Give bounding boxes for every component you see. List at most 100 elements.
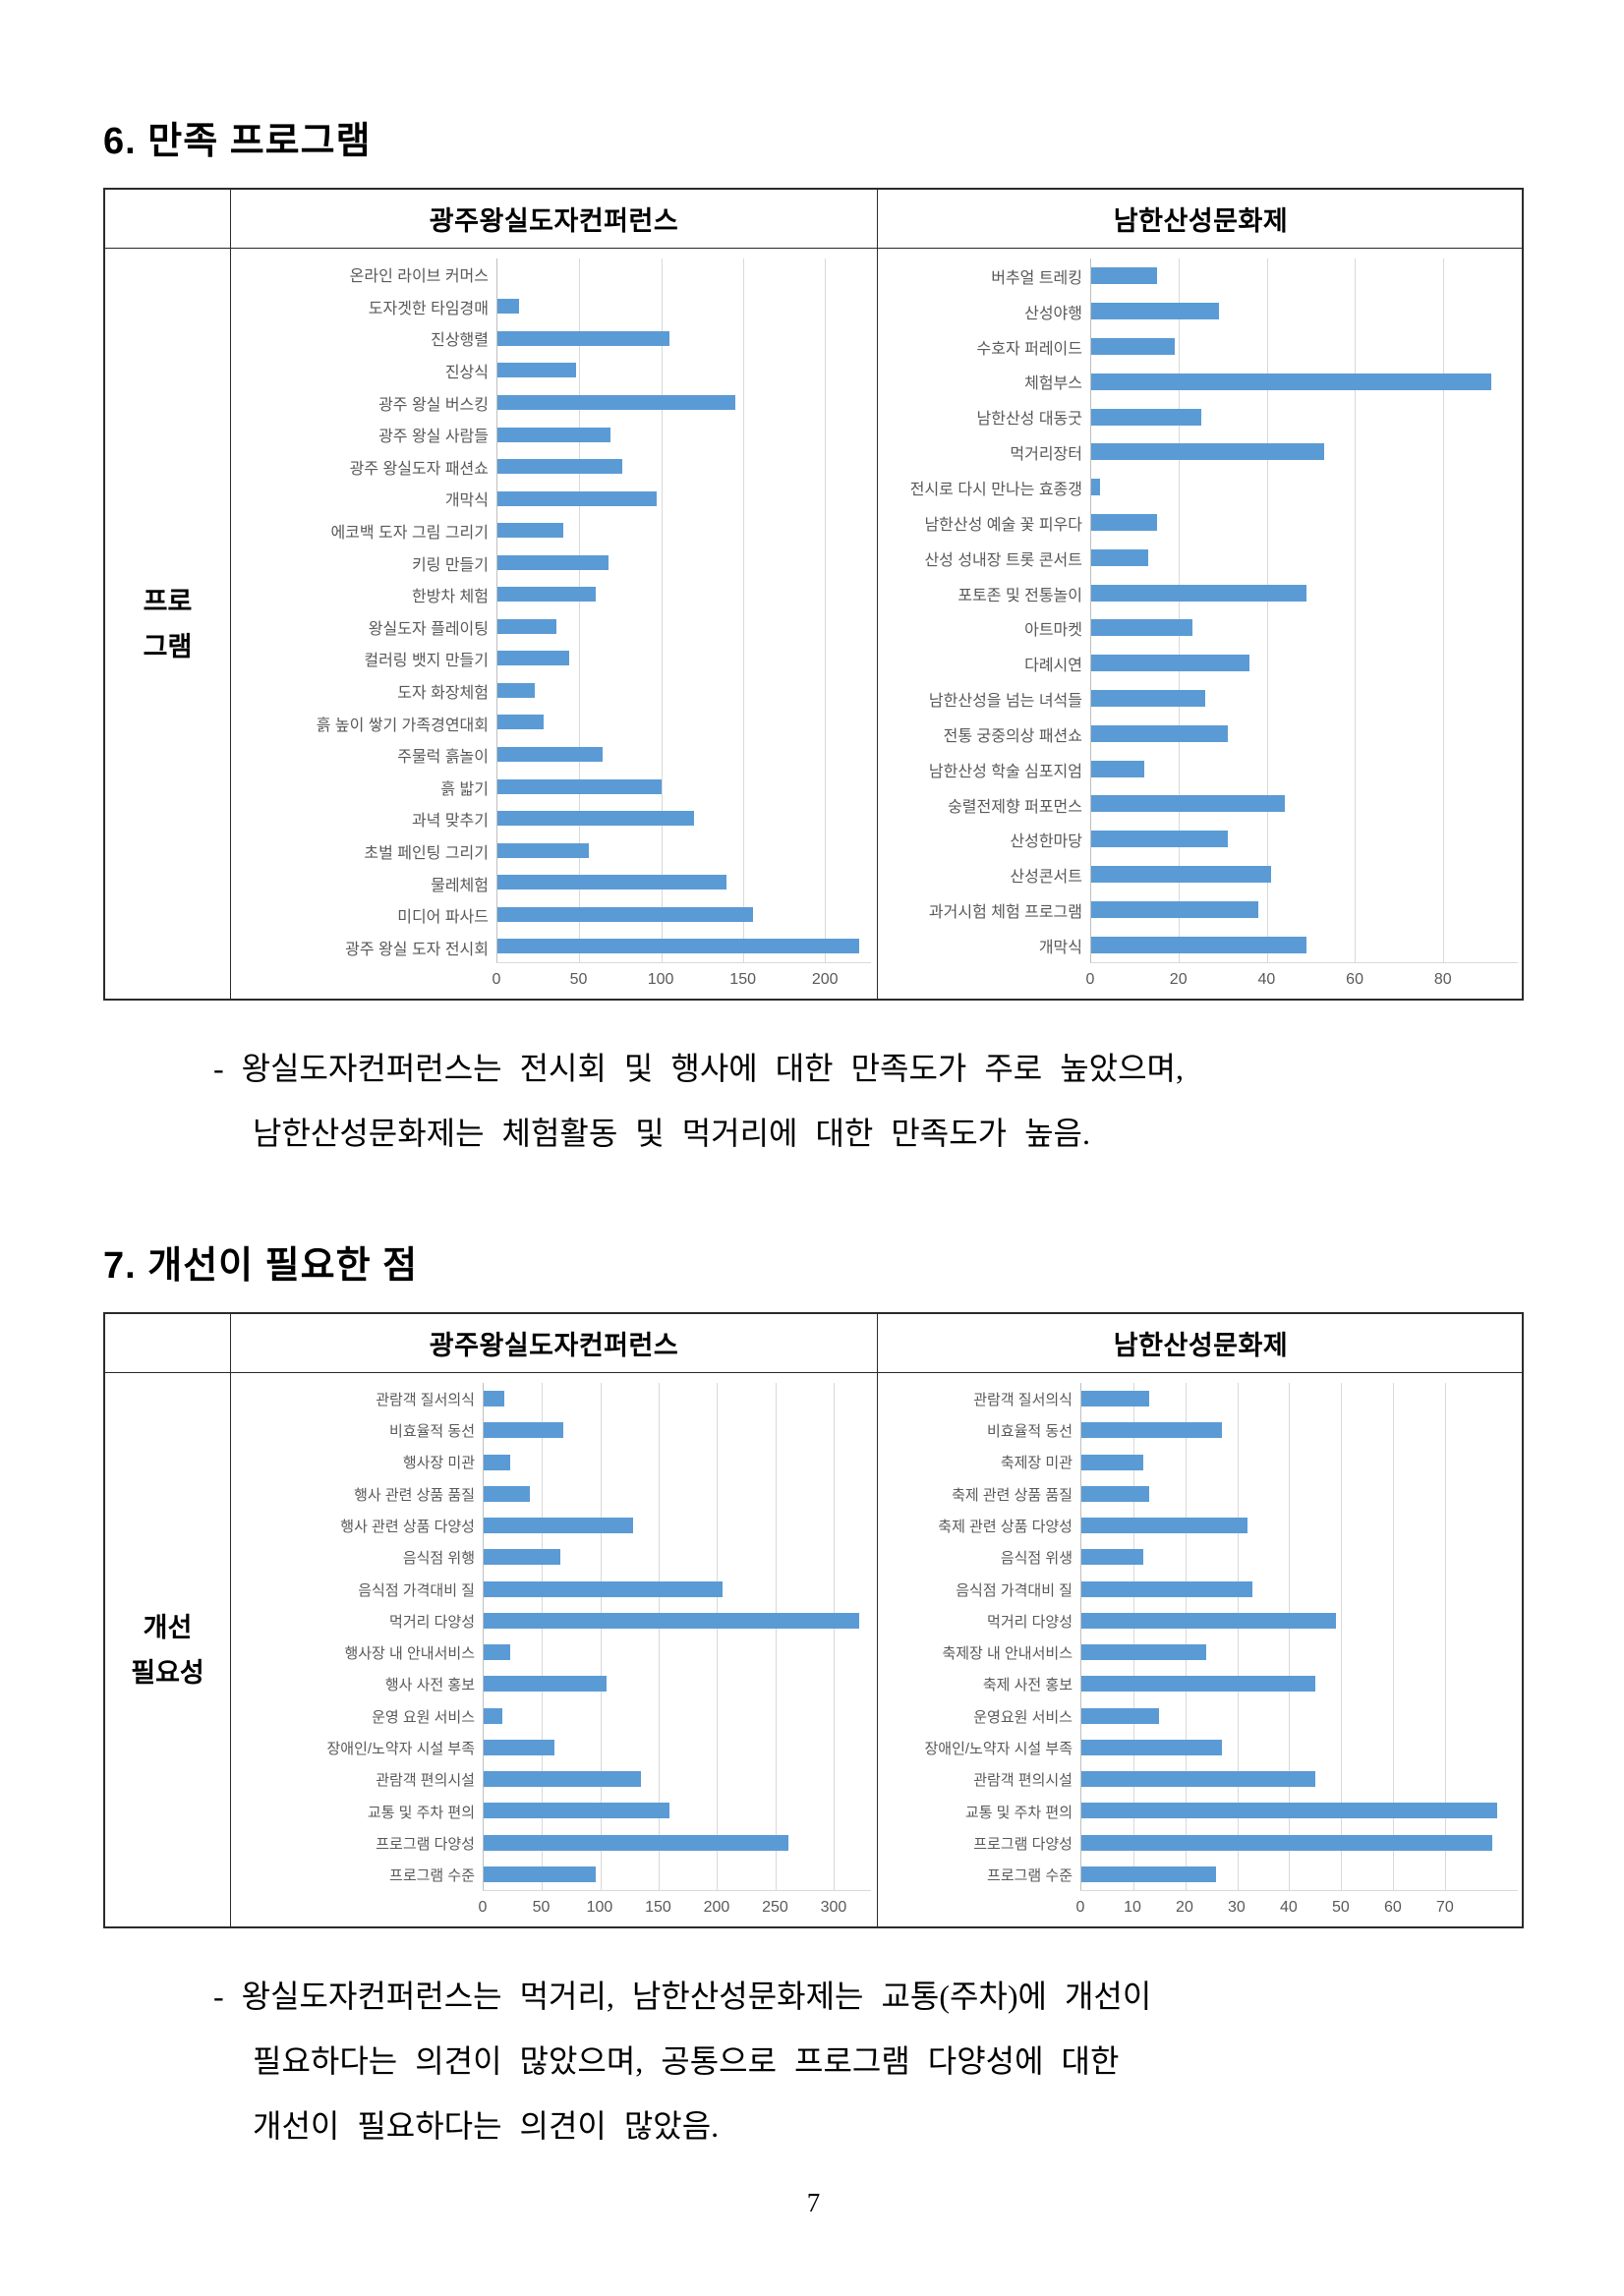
bar-row: [1091, 681, 1518, 717]
category-label: 수호자 퍼레이드: [976, 340, 1083, 358]
bar-row: [1091, 399, 1518, 434]
category-label: 개막식: [1038, 939, 1082, 956]
bar: [484, 1771, 642, 1788]
category-label: 운영요원 서비스: [973, 1708, 1073, 1726]
category-label: 키링 만들기: [411, 556, 489, 574]
bar-row: [497, 707, 871, 739]
category-label: 광주 왕실 버스킹: [378, 396, 489, 414]
category-label: 관람객 편의시설: [376, 1772, 475, 1790]
bar: [497, 459, 622, 475]
section6-note: - 왕실도자컨퍼런스는 전시회 및 행사에 대한 만족도가 주로 높았으며, 남…: [213, 1036, 1524, 1166]
axis-tick-label: 10: [1124, 1899, 1141, 1916]
axis-spacer: [237, 1891, 483, 1924]
note-line: - 왕실도자컨퍼런스는 전시회 및 행사에 대한 만족도가 주로 높았으며,: [213, 1051, 1184, 1086]
gridline: [600, 1383, 602, 1890]
bar: [497, 554, 609, 570]
category-label: 과거시험 체험 프로그램: [928, 904, 1082, 922]
category-label: 전시로 다시 만나는 효종갱: [909, 481, 1082, 498]
bar: [497, 523, 563, 539]
section7-table: 광주왕실도자컨퍼런스 남한산성문화제 개선 필요성 관람객 질서의식 비효율적 동…: [103, 1312, 1524, 1928]
bar-row: [1091, 470, 1518, 505]
category-label: 진상식: [444, 365, 489, 382]
category-label: 먹거리장터: [1010, 446, 1082, 464]
bar-row: [1091, 891, 1518, 927]
gridline: [1132, 1383, 1134, 1890]
bar: [1081, 1866, 1217, 1882]
bar-row: [484, 1700, 871, 1732]
bar-row: [1091, 927, 1518, 962]
bar-row: [1091, 505, 1518, 541]
bar-row: [484, 1636, 871, 1668]
bar-row: [1091, 646, 1518, 681]
bar-row: [497, 355, 871, 387]
bar: [484, 1644, 511, 1661]
gridline: [1445, 1383, 1446, 1890]
gridline: [661, 258, 663, 962]
bars: [1091, 258, 1518, 962]
x-axis: 0 50 100 150 200 250 300: [237, 1891, 871, 1924]
gridline: [1442, 258, 1444, 962]
bars: [497, 258, 871, 962]
bar-row: [497, 930, 871, 962]
bar: [484, 1391, 505, 1407]
category-label: 초벌 페인팅 그리기: [364, 844, 489, 862]
chart-body: 관람객 질서의식 비효율적 동선 행사장 미관 행사 관련 상품 품질 행사 관련 상품…: [237, 1383, 871, 1891]
category-label: 포토존 및 전통놀이: [957, 587, 1082, 604]
category-label: 산성야행: [1024, 305, 1082, 322]
bar-row: [1081, 1605, 1518, 1636]
bar: [497, 778, 662, 794]
bar-row: [1091, 294, 1518, 329]
section6-right-chart-cell: 버추얼 트레킹 산성야행 수호자 퍼레이드 체험부스 남한산성 대동굿 먹거리장터 전시로 …: [878, 249, 1524, 999]
bar-row: [1081, 1447, 1518, 1478]
axis-tick-label: 20: [1176, 1899, 1193, 1916]
chart-body: 버추얼 트레킹 산성야행 수호자 퍼레이드 체험부스 남한산성 대동굿 먹거리장터 전시로 …: [884, 258, 1518, 963]
axis-tick-label: 0: [492, 971, 501, 988]
bar: [1091, 760, 1144, 777]
bar-row: [1091, 857, 1518, 892]
bar: [1081, 1422, 1222, 1439]
category-label: 광주 왕실 도자 전시회: [345, 941, 489, 958]
bar: [497, 715, 544, 730]
bar: [484, 1454, 511, 1470]
section7-right-column-header: 남한산성문화제: [878, 1314, 1524, 1373]
page-number: 7: [806, 2188, 821, 2217]
category-labels: 버추얼 트레킹 산성야행 수호자 퍼레이드 체험부스 남한산성 대동굿 먹거리장터 전시로 …: [884, 258, 1090, 963]
category-label: 남한산성 대동굿: [976, 411, 1083, 429]
bar-row: [497, 546, 871, 579]
category-label: 장애인/노약자 시설 부족: [326, 1741, 475, 1758]
bar-row: [497, 322, 871, 355]
axis-tick-label: 50: [532, 1899, 551, 1916]
bar-row: [1081, 1668, 1518, 1699]
bar-row: [497, 258, 871, 291]
x-axis: 0 50 100 150 200: [237, 963, 871, 997]
bar: [1091, 865, 1272, 883]
axis-tick-label: 60: [1383, 1899, 1402, 1916]
bar-row: [497, 738, 871, 771]
bar: [497, 363, 576, 378]
category-label: 산성콘서트: [1010, 869, 1082, 887]
category-label: 왕실도자 플레이팅: [368, 620, 489, 638]
bar: [1081, 1518, 1248, 1534]
bar: [484, 1866, 596, 1882]
section7-note: - 왕실도자컨퍼런스는 먹거리, 남한산성문화제는 교통(주차)에 개선이 필요…: [213, 1964, 1524, 2158]
bar-row: [497, 802, 871, 834]
section6-heading: 6. 만족 프로그램: [103, 121, 372, 162]
bar: [1091, 795, 1285, 813]
bar-row: [497, 898, 871, 931]
bar: [484, 1422, 563, 1439]
category-label: 에코백 도자 그림 그리기: [330, 525, 489, 543]
note-line: 필요하다는 의견이 많았으며, 공통으로 프로그램 다양성에 대한: [253, 2043, 1120, 2079]
axis-spacer: [237, 963, 496, 997]
gridline: [579, 258, 581, 962]
gridline: [1289, 1383, 1291, 1890]
bar: [497, 299, 519, 315]
axis-tick-label: 150: [645, 1899, 671, 1916]
bar-row: [497, 674, 871, 707]
bar-row: [484, 1732, 871, 1763]
bar-row: [497, 483, 871, 515]
axis-tick-label: 50: [569, 971, 588, 988]
bar-chart-namhansanseong-satisfaction: 버추얼 트레킹 산성야행 수호자 퍼레이드 체험부스 남한산성 대동굿 먹거리장터 전시로 …: [884, 258, 1518, 997]
axis-tick-label: 80: [1433, 971, 1452, 988]
category-label: 흙 높이 쌓기 가족경연대회: [316, 717, 489, 734]
